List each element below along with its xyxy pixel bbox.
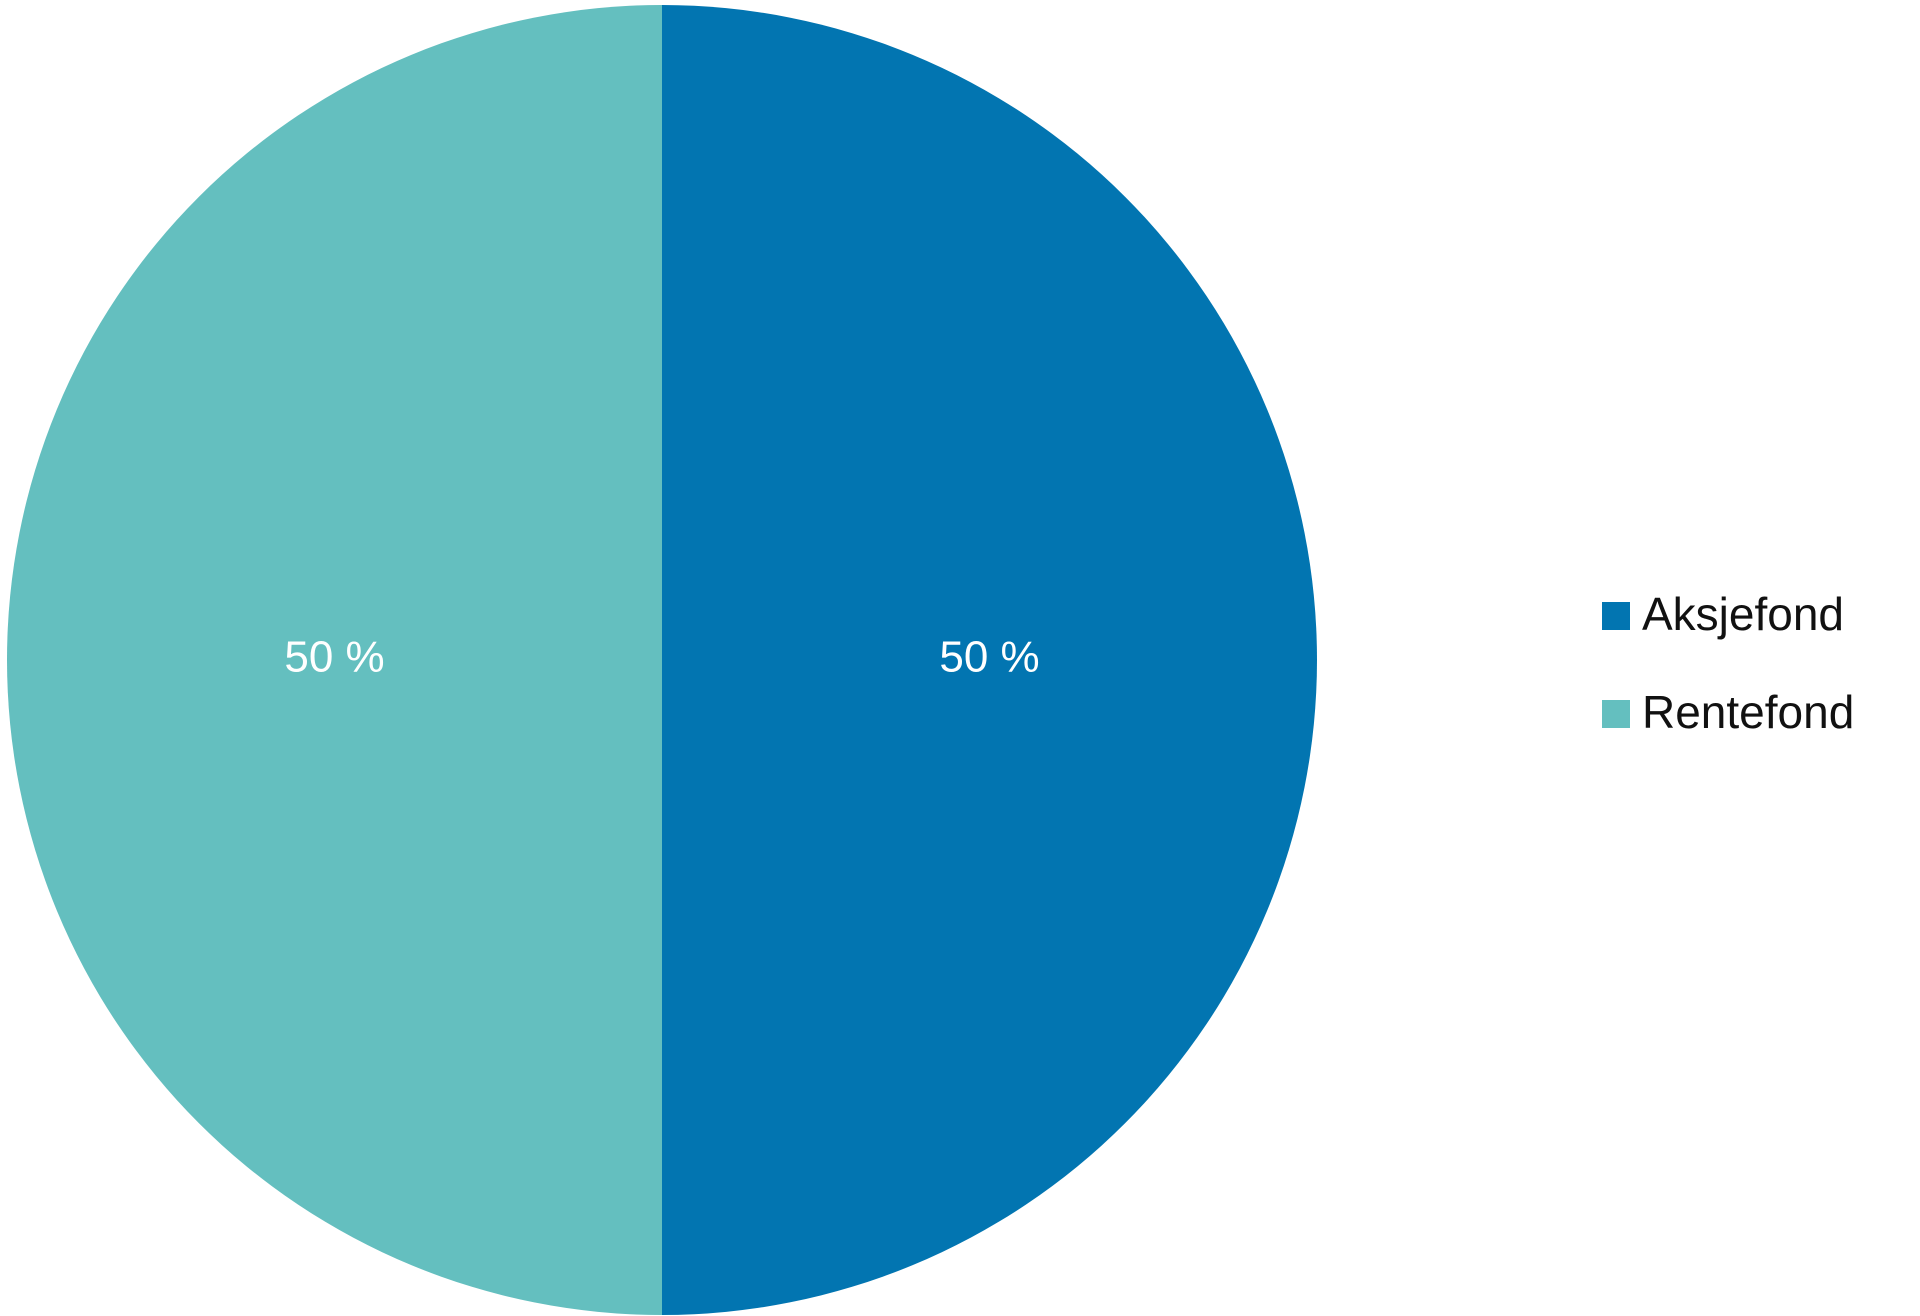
legend-swatch [1602,602,1630,630]
legend-label: Aksjefond [1642,588,1844,640]
value-label: 50 % [284,633,384,682]
pie-slice [662,5,1317,1315]
pie-slice [7,5,662,1315]
value-label: 50 % [939,633,1039,682]
legend-swatch [1602,700,1630,728]
legend-label: Rentefond [1642,686,1854,738]
